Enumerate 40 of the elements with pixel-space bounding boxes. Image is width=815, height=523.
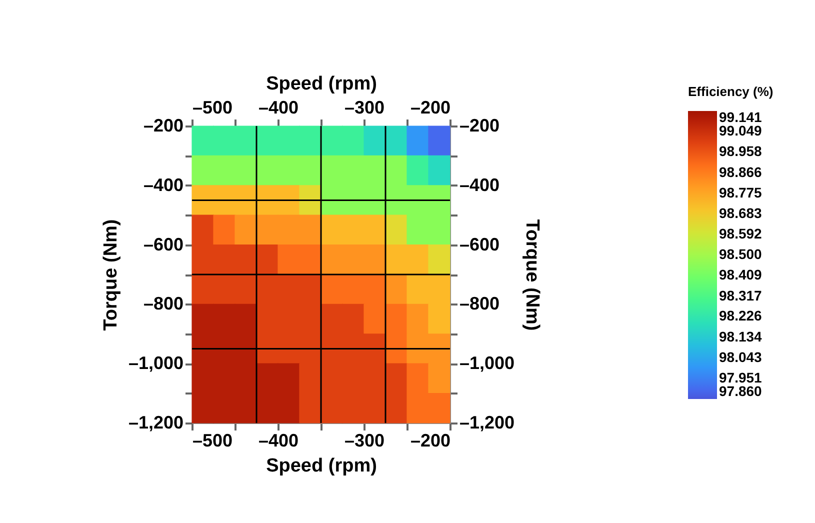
color-bar-label: 98.317 — [719, 287, 762, 304]
color-bar-label: 98.683 — [719, 204, 762, 221]
color-bar-label: 97.860 — [719, 383, 762, 399]
color-bar-label: 98.592 — [719, 225, 762, 242]
x-tick-label: –300 — [344, 430, 385, 450]
y-tick-label: –200 — [143, 116, 184, 136]
color-bar-label: 98.226 — [719, 308, 762, 324]
y2-tick-label: –1,000 — [460, 353, 515, 374]
x-axis-title: Speed (rpm) — [266, 456, 377, 476]
color-bar-title: Efficiency (%) — [688, 84, 774, 99]
color-bar-label: 98.775 — [719, 184, 762, 200]
color-bar-label: 99.141 — [719, 109, 762, 125]
x-tick-label: –200 — [410, 430, 450, 450]
color-bar-label: 98.958 — [719, 143, 762, 160]
y2-tick-label: –200 — [460, 116, 500, 136]
y-tick-label: –1,200 — [128, 412, 184, 432]
y2-tick-label: –800 — [460, 294, 500, 314]
color-bar-label: 98.043 — [719, 348, 762, 365]
x2-tick-label: –400 — [258, 98, 299, 118]
y-tick-label: –400 — [143, 174, 184, 195]
y-tick-label: –1,000 — [128, 353, 184, 374]
y-axis-title: Torque (Nm) — [100, 219, 122, 331]
color-bar-label: 98.134 — [719, 328, 762, 344]
x-tick-label: –500 — [192, 430, 233, 450]
color-bar-label: 98.500 — [719, 246, 762, 262]
x-tick-label: –400 — [258, 430, 299, 450]
y2-tick-label: –400 — [460, 174, 500, 195]
color-bar-label: 98.866 — [719, 164, 762, 180]
y-tick-label: –600 — [143, 234, 184, 254]
color-bar-label: 99.049 — [719, 122, 762, 139]
x2-axis-title: Speed (rpm) — [266, 74, 377, 94]
y2-axis-title: Torque (Nm) — [522, 219, 543, 331]
x2-tick-label: –200 — [410, 98, 450, 118]
y2-tick-label: –1,200 — [460, 412, 515, 432]
x2-tick-label: –500 — [192, 98, 233, 118]
x2-tick-label: –300 — [344, 98, 385, 118]
color-bar-label: 97.951 — [719, 370, 762, 386]
color-bar-label: 98.409 — [719, 266, 762, 283]
y-tick-label: –800 — [143, 294, 184, 314]
y2-tick-label: –600 — [460, 234, 500, 254]
